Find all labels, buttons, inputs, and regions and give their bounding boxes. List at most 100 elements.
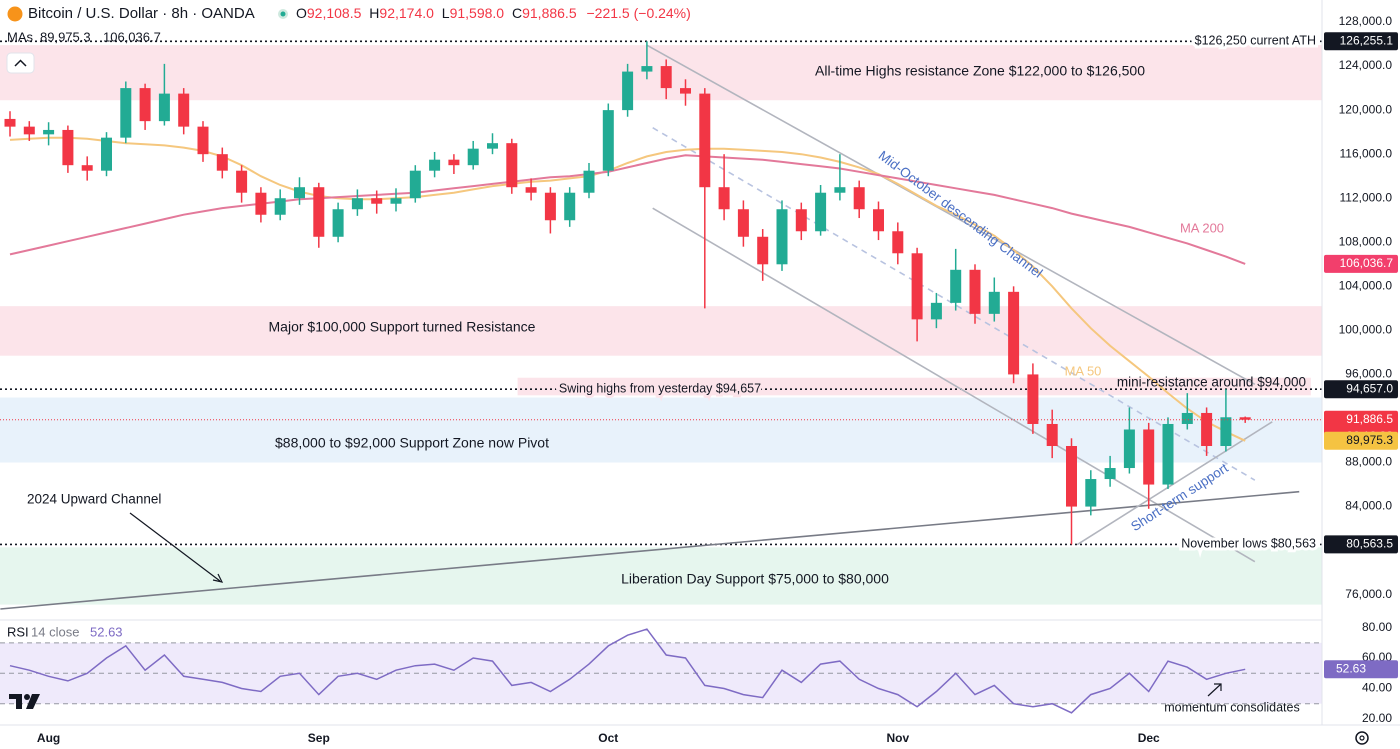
zone (0, 306, 1322, 356)
candle-body (216, 154, 228, 171)
trendline (0, 490, 1300, 610)
ohlc-key: C (512, 5, 522, 21)
y-tick-label: 88,000.0 (1345, 455, 1392, 469)
x-tick-label: Aug (37, 731, 60, 745)
market-status-dot (280, 11, 286, 17)
trendline (646, 44, 1256, 386)
rsi-title: RSI (7, 624, 29, 639)
rsi-badge-label: 52.63 (1336, 661, 1366, 675)
zone (517, 377, 1311, 396)
coin-icon (7, 6, 23, 22)
candle-body (544, 192, 556, 221)
candle-body (371, 198, 383, 204)
y-tick-label: 116,000.0 (1340, 146, 1393, 160)
y-tick-label: 104,000.0 (1339, 278, 1393, 292)
candle-body (487, 143, 498, 149)
zone-label: $88,000 to $92,000 Support Zone now Pivo… (275, 435, 549, 451)
candle-body (43, 129, 55, 135)
candle-body (699, 93, 711, 188)
collapse-button[interactable] (6, 52, 35, 74)
candle-body (1143, 429, 1155, 485)
ohlc-value: 91,598.0 (450, 5, 505, 21)
zone-label: Liberation Day Support $75,000 to $80,00… (621, 571, 889, 587)
price-badge (1324, 535, 1398, 554)
candle-body (409, 170, 421, 199)
price-badge-label: 94,657.0 (1346, 381, 1393, 395)
price-badge (1324, 380, 1398, 399)
ohlc-value: 92,174.0 (379, 5, 434, 21)
y-tick-label: 76,000.0 (1345, 587, 1392, 601)
price-badge (1324, 431, 1398, 450)
price-badge-label: 126,255.1 (1340, 33, 1394, 47)
candle-body (1201, 412, 1213, 447)
candle-body (448, 159, 460, 166)
annotation: momentum consolidates (1164, 700, 1299, 714)
candle-body (525, 187, 537, 193)
candle-body (834, 187, 846, 193)
ohlc-legend: O92,108.5 H92,174.0 L91,598.0 C91,886.5 … (296, 5, 691, 21)
moving-average (9, 136, 1246, 442)
annotation: 2024 Upward Channel (27, 492, 161, 507)
annotation: mini-resistance around $94,000 (1117, 375, 1306, 390)
candle-body (1181, 412, 1193, 424)
zone (0, 397, 1322, 463)
ohlc-key: O (296, 5, 307, 21)
y-tick-label: 108,000.0 (1339, 234, 1393, 248)
candle-body (815, 192, 827, 232)
candle-body (622, 71, 634, 111)
y-tick-label: 100,000.0 (1339, 323, 1393, 337)
y-tick-label: 120,000.0 (1339, 102, 1393, 116)
logo (24, 694, 30, 700)
candle-body (197, 126, 209, 155)
moving-average (9, 154, 1246, 265)
candle-body (583, 170, 595, 193)
rsi-tick-label: 40.00 (1362, 681, 1392, 695)
candle-body (969, 269, 981, 314)
y-tick-label: 112,000.0 (1340, 190, 1393, 204)
annotation-arrow (1207, 683, 1222, 697)
candle-body (506, 143, 518, 188)
rsi-badge (1324, 660, 1398, 679)
series-label: MA 50 (1065, 363, 1102, 378)
candle-body (1085, 479, 1097, 507)
rsi-value: 52.63 (90, 624, 123, 639)
symbol-title: Bitcoin / U.S. Dollar · 8h · OANDA (28, 5, 255, 22)
change: −221.5 (−0.24%) (587, 5, 691, 21)
series-label: MA 200 (1180, 220, 1224, 235)
candle-body (680, 88, 691, 94)
candle-body (892, 231, 904, 254)
candle-body (641, 66, 653, 72)
y-tick-label: 84,000.0 (1345, 499, 1392, 513)
y-tick-label: 124,000.0 (1339, 58, 1393, 72)
ma-legend-label: MAs (7, 29, 34, 44)
ma-legend-value: 106,036.7 (103, 29, 161, 44)
level-label: $126,250 current ATH (1195, 34, 1316, 48)
trendline (652, 207, 1256, 563)
settings-icon[interactable] (1355, 731, 1369, 745)
rsi-tick-label: 80.00 (1362, 620, 1392, 634)
price-pane: MA 50 MA 200 All-time Highs resistance Zon… (0, 14, 1398, 745)
ohlc-key: H (369, 5, 379, 21)
candle-body (602, 110, 614, 171)
price-badge (1324, 32, 1398, 51)
candle-body (1027, 374, 1039, 424)
annotation-arrow-head (1214, 683, 1222, 691)
annotation-arrow-head (212, 573, 224, 583)
candle-body (62, 129, 74, 166)
candle-body (988, 291, 1000, 314)
candle-body (1239, 417, 1251, 420)
level-label: November lows $80,563 (1181, 537, 1316, 551)
candle-body (1220, 417, 1232, 447)
candle-body (564, 192, 576, 221)
candle-body (718, 187, 730, 210)
candle-body (911, 253, 923, 320)
ohlc-value: 92,108.5 (307, 5, 362, 21)
candle-body (1008, 291, 1020, 375)
y-tick-label: 128,000.0 (1339, 14, 1393, 28)
candle-body (873, 209, 884, 232)
candle-body (429, 159, 441, 171)
candle-body (1123, 429, 1135, 469)
rsi-subtitle: 14 close (31, 624, 79, 639)
candle-body (158, 93, 170, 122)
